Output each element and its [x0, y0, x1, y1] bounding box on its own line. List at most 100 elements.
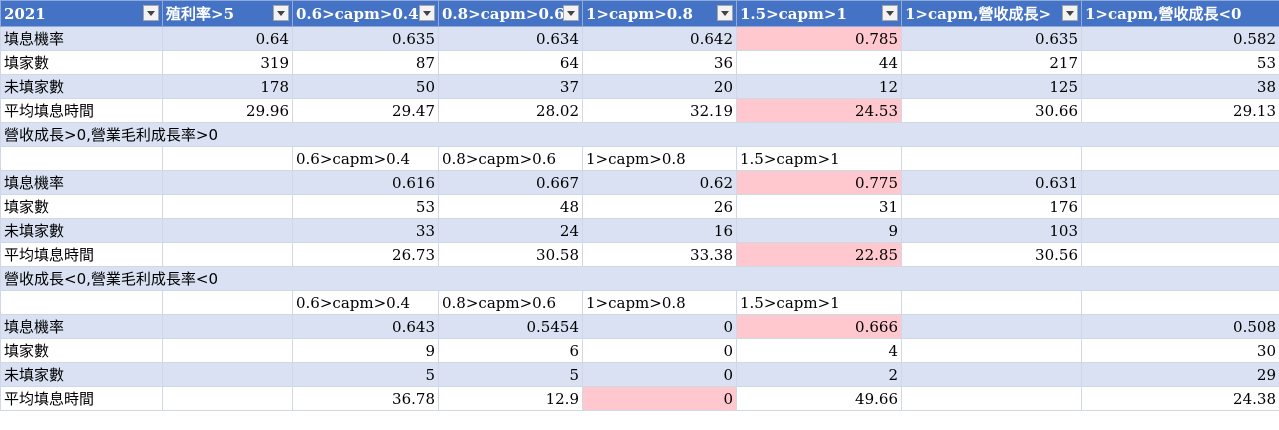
- cell[interactable]: 217: [901, 50, 1082, 75]
- cell[interactable]: 6: [438, 338, 583, 363]
- cell[interactable]: 31: [736, 194, 902, 219]
- cell[interactable]: 125: [901, 74, 1082, 99]
- cell[interactable]: 9: [292, 338, 439, 363]
- column-heading[interactable]: 1>capm>0.8: [582, 290, 737, 315]
- cell[interactable]: 44: [736, 50, 902, 75]
- highlighted-cell[interactable]: 22.85: [736, 242, 902, 267]
- highlighted-cell[interactable]: 0.775: [736, 170, 902, 195]
- cell[interactable]: [162, 194, 293, 219]
- cell[interactable]: [162, 290, 293, 315]
- cell[interactable]: [162, 386, 293, 411]
- header-cell-capm-1-15[interactable]: 1.5>capm>1: [736, 0, 902, 27]
- cell[interactable]: 0.631: [901, 170, 1082, 195]
- cell[interactable]: [901, 146, 1082, 171]
- cell[interactable]: 0.642: [582, 26, 737, 51]
- cell[interactable]: 0.635: [901, 26, 1082, 51]
- row-label[interactable]: 填家數: [0, 194, 163, 219]
- cell[interactable]: 24: [438, 218, 583, 243]
- row-label[interactable]: 未填家數: [0, 218, 163, 243]
- cell[interactable]: 4: [736, 338, 902, 363]
- cell[interactable]: 32.19: [582, 98, 737, 123]
- cell[interactable]: 38: [1081, 74, 1279, 99]
- cell[interactable]: 5: [438, 362, 583, 387]
- cell[interactable]: 29: [1081, 362, 1279, 387]
- cell[interactable]: 9: [736, 218, 902, 243]
- row-label[interactable]: 填家數: [0, 338, 163, 363]
- cell[interactable]: [162, 242, 293, 267]
- filter-dropdown-icon[interactable]: [143, 5, 159, 21]
- cell[interactable]: 36.78: [292, 386, 439, 411]
- cell[interactable]: 29.47: [292, 98, 439, 123]
- header-cell-year[interactable]: 2021: [0, 0, 163, 27]
- cell[interactable]: 16: [582, 218, 737, 243]
- cell[interactable]: 2: [736, 362, 902, 387]
- cell[interactable]: 0.508: [1081, 314, 1279, 339]
- cell[interactable]: [901, 338, 1082, 363]
- row-label[interactable]: 未填家數: [0, 362, 163, 387]
- column-heading[interactable]: 1.5>capm>1: [736, 290, 902, 315]
- cell[interactable]: 64: [438, 50, 583, 75]
- cell[interactable]: [1081, 218, 1279, 243]
- filter-dropdown-icon[interactable]: [419, 5, 435, 21]
- cell[interactable]: 0: [582, 338, 737, 363]
- cell[interactable]: [1081, 146, 1279, 171]
- cell[interactable]: [0, 290, 163, 315]
- cell[interactable]: [901, 362, 1082, 387]
- cell[interactable]: 30.58: [438, 242, 583, 267]
- cell[interactable]: 178: [162, 74, 293, 99]
- highlighted-cell[interactable]: 0.666: [736, 314, 902, 339]
- header-cell-capm-rev-pos[interactable]: 1>capm,營收成長>: [901, 0, 1082, 27]
- cell[interactable]: [1081, 170, 1279, 195]
- header-cell-capm-06-08[interactable]: 0.8>capm>0.6: [438, 0, 583, 27]
- cell[interactable]: 53: [1081, 50, 1279, 75]
- row-label[interactable]: 填息機率: [0, 26, 163, 51]
- cell[interactable]: [162, 338, 293, 363]
- cell[interactable]: 26.73: [292, 242, 439, 267]
- header-cell-capm-rev-neg[interactable]: 1>capm,營收成長<0: [1081, 0, 1279, 27]
- column-heading[interactable]: 0.6>capm>0.4: [292, 290, 439, 315]
- cell[interactable]: 0.62: [582, 170, 737, 195]
- header-cell-capm-04-06[interactable]: 0.6>capm>0.4: [292, 0, 439, 27]
- cell[interactable]: 0.643: [292, 314, 439, 339]
- section-title[interactable]: 營收成長>0,營業毛利成長率>0: [0, 122, 1279, 147]
- cell[interactable]: [0, 146, 163, 171]
- cell[interactable]: 33: [292, 218, 439, 243]
- row-label[interactable]: 填息機率: [0, 170, 163, 195]
- cell[interactable]: 29.96: [162, 98, 293, 123]
- cell[interactable]: [1081, 242, 1279, 267]
- cell[interactable]: 0.616: [292, 170, 439, 195]
- cell[interactable]: 26: [582, 194, 737, 219]
- cell[interactable]: 103: [901, 218, 1082, 243]
- cell[interactable]: 36: [582, 50, 737, 75]
- cell[interactable]: [162, 218, 293, 243]
- cell[interactable]: 12: [736, 74, 902, 99]
- cell[interactable]: [162, 314, 293, 339]
- cell[interactable]: 87: [292, 50, 439, 75]
- cell[interactable]: 29.13: [1081, 98, 1279, 123]
- section-title[interactable]: 營收成長<0,營業毛利成長率<0: [0, 266, 1279, 291]
- cell[interactable]: 28.02: [438, 98, 583, 123]
- cell[interactable]: 33.38: [582, 242, 737, 267]
- column-heading[interactable]: 0.8>capm>0.6: [438, 146, 583, 171]
- cell[interactable]: [162, 170, 293, 195]
- cell[interactable]: 12.9: [438, 386, 583, 411]
- column-heading[interactable]: 1.5>capm>1: [736, 146, 902, 171]
- cell[interactable]: 20: [582, 74, 737, 99]
- filter-dropdown-icon[interactable]: [273, 5, 289, 21]
- cell[interactable]: [162, 146, 293, 171]
- row-label[interactable]: 填息機率: [0, 314, 163, 339]
- row-label[interactable]: 平均填息時間: [0, 98, 163, 123]
- highlighted-cell[interactable]: 0: [582, 386, 737, 411]
- cell[interactable]: 30: [1081, 338, 1279, 363]
- cell[interactable]: 0.634: [438, 26, 583, 51]
- cell[interactable]: 24.38: [1081, 386, 1279, 411]
- row-label[interactable]: 平均填息時間: [0, 386, 163, 411]
- header-cell-yield[interactable]: 殖利率>5: [162, 0, 293, 27]
- cell[interactable]: [1081, 194, 1279, 219]
- cell[interactable]: 0.582: [1081, 26, 1279, 51]
- cell[interactable]: [162, 362, 293, 387]
- header-cell-capm-08-1[interactable]: 1>capm>0.8: [582, 0, 737, 27]
- cell[interactable]: 48: [438, 194, 583, 219]
- highlighted-cell[interactable]: 24.53: [736, 98, 902, 123]
- cell[interactable]: 50: [292, 74, 439, 99]
